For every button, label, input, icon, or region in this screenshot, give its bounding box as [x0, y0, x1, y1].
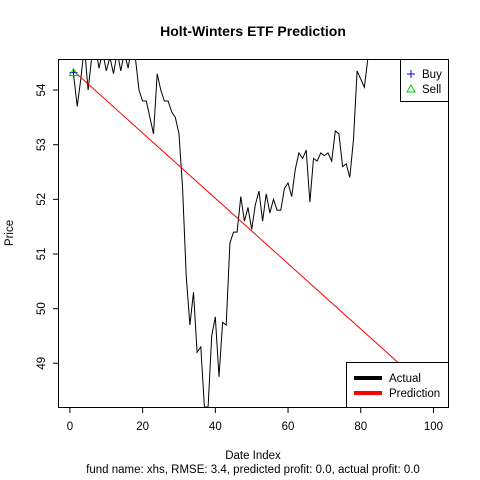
- chart-subtitle: fund name: xhs, RMSE: 3.4, predicted pro…: [86, 464, 420, 476]
- x-tick-label: 40: [209, 421, 222, 433]
- plot-border: [58, 59, 449, 408]
- y-tick-label: 53: [36, 138, 48, 151]
- y-tick-label: 49: [36, 357, 48, 370]
- sell-marker: [68, 67, 79, 77]
- x-tick-label: 0: [67, 421, 73, 433]
- y-tick-label: 50: [36, 302, 48, 315]
- y-tick-label: 54: [36, 83, 48, 96]
- y-tick-label: 51: [36, 248, 48, 261]
- legend-actual-prediction: Actual Prediction: [346, 362, 449, 408]
- legend-entry-actual: Actual: [389, 373, 421, 385]
- plot-area: [73, 60, 402, 407]
- y-axis-label: Price: [4, 220, 16, 246]
- legend-box: [400, 59, 449, 102]
- legend-sell-symbol: [406, 83, 416, 93]
- x-tick-label: 100: [424, 421, 443, 433]
- x-axis-label: Date Index: [225, 450, 281, 462]
- series-line-prediction: [73, 70, 402, 366]
- series-line-actual: [73, 60, 369, 407]
- x-tick-label: 60: [282, 421, 295, 433]
- x-tick-label: 80: [354, 421, 367, 433]
- chart-title: Holt-Winters ETF Prediction: [160, 23, 346, 39]
- legend-entry-sell: Sell: [422, 84, 441, 96]
- legend-entry-prediction: Prediction: [389, 388, 440, 400]
- x-tick-label: 20: [136, 421, 149, 433]
- legend-buy-sell: Buy Sell: [400, 59, 449, 102]
- legend-box: [346, 362, 449, 408]
- legend-entry-buy: Buy: [422, 69, 442, 81]
- legend-buy-symbol: [407, 70, 415, 78]
- trade-markers: [68, 67, 79, 77]
- y-tick-label: 52: [36, 193, 48, 206]
